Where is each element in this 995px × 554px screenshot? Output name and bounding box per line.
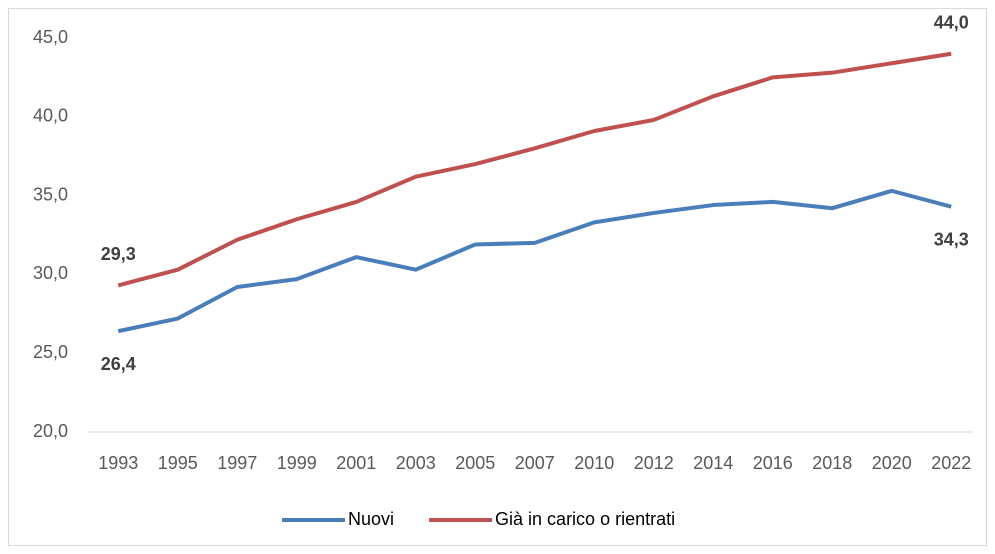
legend-label: Già in carico o rientrati (495, 509, 675, 529)
x-tick-label: 2010 (574, 453, 614, 473)
x-tick-label: 2001 (336, 453, 376, 473)
chart-frame (8, 8, 987, 546)
data-label: 29,3 (101, 244, 136, 264)
x-tick-label: 2022 (931, 453, 971, 473)
x-tick-label: 2005 (455, 453, 495, 473)
y-tick-label: 45,0 (33, 27, 68, 47)
series-line (117, 188, 952, 334)
x-tick-label: 2003 (396, 453, 436, 473)
y-tick-label: 35,0 (33, 184, 68, 204)
data-label: 44,0 (934, 13, 969, 33)
y-tick-label: 25,0 (33, 342, 68, 362)
x-tick-label: 2016 (753, 453, 793, 473)
series-line (117, 51, 952, 288)
data-label: 34,3 (934, 229, 969, 249)
y-tick-label: 40,0 (33, 106, 68, 126)
x-tick-label: 1995 (158, 453, 198, 473)
x-tick-label: 2007 (515, 453, 555, 473)
x-tick-label: 2014 (693, 453, 733, 473)
y-tick-label: 30,0 (33, 263, 68, 283)
x-tick-label: 2020 (872, 453, 912, 473)
y-tick-label: 20,0 (33, 421, 68, 441)
x-tick-label: 1999 (277, 453, 317, 473)
x-tick-label: 1997 (217, 453, 257, 473)
data-label: 26,4 (101, 354, 136, 374)
x-tick-label: 1993 (98, 453, 138, 473)
x-tick-label: 2018 (812, 453, 852, 473)
x-tick-label: 2012 (634, 453, 674, 473)
legend-label: Nuovi (348, 509, 394, 529)
